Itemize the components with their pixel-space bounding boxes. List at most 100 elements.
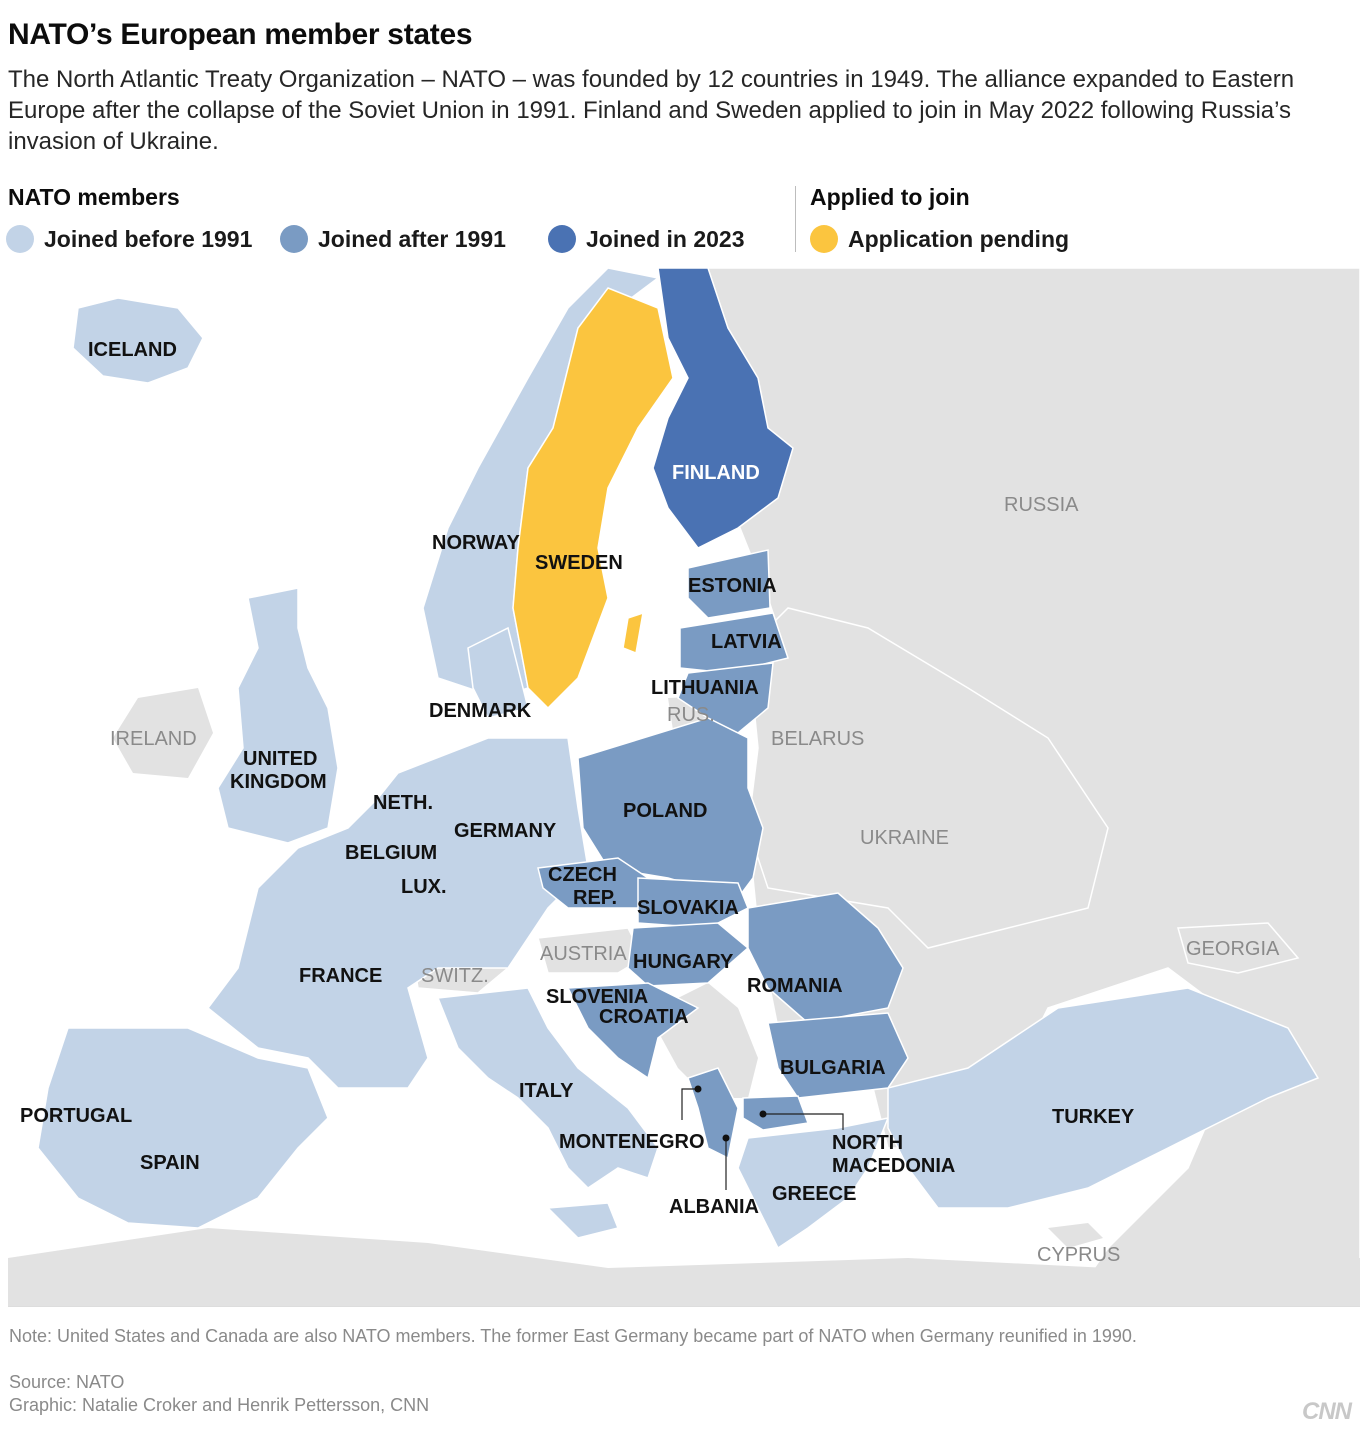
legend-members-heading: NATO members	[8, 184, 180, 210]
label-north-macedonia-line1: NORTH	[832, 1132, 903, 1154]
label-lithuania: LITHUANIA	[651, 677, 759, 699]
europe-map: ICELAND FINLAND RUSSIA NORWAY SWEDEN EST…	[8, 268, 1360, 1306]
georgia-region	[1177, 922, 1300, 974]
poland-shape	[577, 717, 764, 899]
leader-dots	[694, 1085, 767, 1142]
label-north-macedonia-line2: MACEDONIA	[832, 1155, 955, 1177]
label-bulgaria: BULGARIA	[780, 1057, 886, 1079]
romania-shape	[747, 892, 904, 1024]
map-bottom-divider	[8, 1306, 1360, 1307]
legend-item-2023: Joined in 2023	[548, 224, 745, 254]
label-cyprus: CYPRUS	[1037, 1244, 1120, 1266]
footer-source-block: Source: NATO Graphic: Natalie Croker and…	[9, 1371, 429, 1417]
estonia-shape	[687, 549, 771, 619]
map-container: ICELAND FINLAND RUSSIA NORWAY SWEDEN EST…	[8, 268, 1360, 1306]
iceland-shape	[72, 297, 204, 384]
label-norway: NORWAY	[432, 532, 520, 554]
legend-swatch-before-1991	[6, 225, 34, 253]
western-europe-shape	[206, 737, 589, 1089]
legend-applied-heading: Applied to join	[810, 184, 970, 210]
label-uk-line2: KINGDOM	[230, 771, 327, 793]
label-poland: POLAND	[623, 800, 707, 822]
footer-source: Source: NATO	[9, 1372, 125, 1392]
members-before-1991	[37, 268, 1320, 1250]
label-czech-line2: REP.	[573, 887, 617, 909]
label-finland: FINLAND	[672, 462, 760, 484]
label-italy: ITALY	[519, 1080, 574, 1102]
slovenia-croatia-shape	[566, 982, 700, 1080]
cyprus-region	[1048, 1223, 1103, 1248]
label-belgium: BELGIUM	[345, 842, 437, 864]
legend-swatch-pending	[810, 225, 838, 253]
label-uk-line1: UNITED	[243, 748, 317, 770]
denmark-shape	[467, 626, 529, 719]
bulgaria-shape	[767, 1012, 909, 1099]
italy-shape	[436, 987, 659, 1189]
sweden-shape	[512, 287, 674, 710]
label-portugal: PORTUGAL	[20, 1105, 132, 1127]
legend-label: Application pending	[848, 225, 1070, 252]
label-slovenia: SLOVENIA	[546, 986, 648, 1008]
members-after-1991	[537, 549, 909, 1160]
label-germany: GERMANY	[454, 820, 557, 842]
label-russia: RUSSIA	[1004, 494, 1079, 516]
label-czech-line1: CZECH	[548, 864, 617, 886]
legend-swatch-2023	[548, 225, 576, 253]
label-hungary: HUNGARY	[633, 951, 734, 973]
ireland-region	[113, 688, 213, 778]
label-netherlands: NETH.	[373, 792, 433, 814]
legend-label: Joined before 1991	[44, 225, 253, 252]
label-france: FRANCE	[299, 965, 382, 987]
label-croatia: CROATIA	[599, 1006, 689, 1028]
iberia-shape	[37, 1027, 329, 1229]
uk-shape	[217, 587, 339, 844]
legend-label: Joined after 1991	[318, 225, 506, 252]
legend-label: Joined in 2023	[586, 225, 745, 252]
footer-graphic-credit: Graphic: Natalie Croker and Henrik Pette…	[9, 1395, 430, 1415]
label-ireland: IRELAND	[110, 728, 197, 750]
north-africa-region	[8, 1228, 1360, 1306]
label-spain: SPAIN	[140, 1152, 200, 1174]
montenegro-dot	[694, 1085, 702, 1093]
label-belarus: BELARUS	[771, 728, 864, 750]
label-greece: GREECE	[772, 1183, 856, 1205]
country-labels: ICELAND FINLAND RUSSIA NORWAY SWEDEN EST…	[20, 339, 1280, 1266]
label-slovakia: SLOVAKIA	[637, 897, 739, 919]
label-switzerland: SWITZ.	[421, 965, 489, 987]
leader-lines	[681, 1088, 844, 1190]
legend-swatch-after-1991	[280, 225, 308, 253]
turkey-shape	[887, 987, 1320, 1209]
label-ukraine: UKRAINE	[860, 827, 949, 849]
hungary-shape	[627, 922, 750, 987]
north-macedonia-dot	[759, 1110, 767, 1118]
page-subtitle: The North Atlantic Treaty Organization –…	[8, 66, 1295, 155]
finland-shape	[652, 268, 794, 549]
page-title: NATO’s European member states	[8, 18, 473, 51]
label-rus: RUS.	[667, 704, 715, 726]
greece-shape	[737, 1116, 890, 1250]
label-romania: ROMANIA	[747, 975, 843, 997]
label-luxembourg: LUX.	[401, 876, 447, 898]
footer-note: Note: United States and Canada are also …	[9, 1326, 1137, 1346]
label-albania: ALBANIA	[669, 1196, 759, 1218]
label-estonia: ESTONIA	[688, 575, 777, 597]
label-sweden: SWEDEN	[535, 552, 623, 574]
label-georgia: GEORGIA	[1186, 938, 1280, 960]
gotland-shape	[622, 611, 644, 655]
albania-dot	[722, 1134, 730, 1142]
label-austria: AUSTRIA	[540, 943, 627, 965]
cnn-logo: CNN	[1302, 1398, 1352, 1425]
legend-item-pending: Application pending	[810, 224, 1069, 254]
label-turkey: TURKEY	[1052, 1106, 1135, 1128]
label-latvia: LATVIA	[711, 631, 782, 653]
legend-item-after-1991: Joined after 1991	[280, 224, 506, 254]
label-montenegro: MONTENEGRO	[559, 1131, 705, 1153]
pending-members	[512, 287, 674, 710]
label-iceland: ICELAND	[88, 339, 177, 361]
label-denmark: DENMARK	[429, 700, 532, 722]
legend-item-before-1991: Joined before 1991	[6, 224, 252, 254]
sicily-shape	[546, 1202, 620, 1239]
slovakia-shape	[637, 877, 749, 929]
legend-divider	[795, 186, 796, 252]
north-macedonia-shape	[742, 1095, 810, 1131]
